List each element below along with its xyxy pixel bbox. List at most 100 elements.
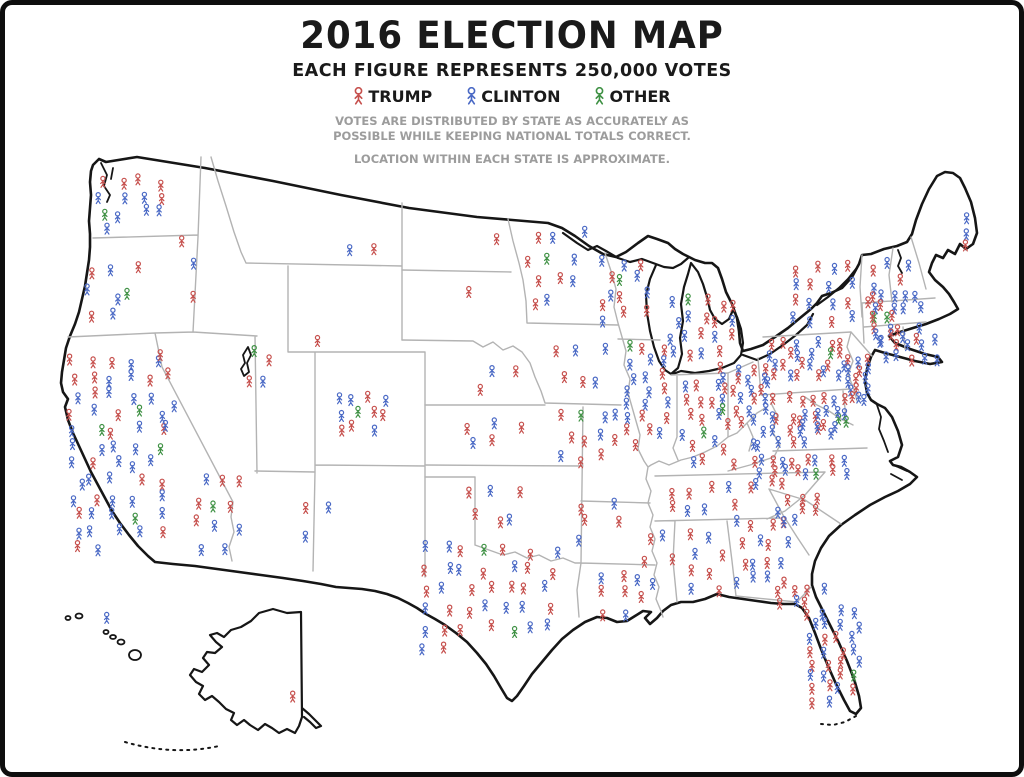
vote-figure-clinton — [116, 523, 123, 536]
vote-figure-clinton — [820, 670, 827, 683]
vote-figure-clinton — [198, 543, 205, 557]
vote-figure-trump — [379, 408, 386, 422]
vote-figure-trump — [227, 500, 234, 513]
vote-figure-other — [700, 426, 707, 439]
vote-figure-clinton — [382, 394, 389, 407]
vote-figure-clinton — [527, 621, 534, 634]
vote-figure-clinton — [748, 384, 755, 397]
vote-figure-trump — [703, 312, 710, 325]
vote-figure-clinton — [446, 540, 453, 553]
vote-figure-trump — [820, 418, 827, 432]
vote-figure-trump — [913, 332, 920, 345]
vote-figure-clinton — [828, 427, 834, 440]
vote-figure-trump — [752, 455, 758, 468]
vote-figure-trump — [799, 502, 806, 515]
vote-figure-clinton — [624, 385, 630, 398]
vote-figure-clinton — [698, 347, 705, 360]
vote-figure-trump — [236, 475, 242, 488]
vote-figure-clinton — [756, 467, 763, 480]
vote-figure-clinton — [711, 330, 718, 343]
vote-figure-clinton — [778, 556, 784, 570]
vote-figure-trump — [774, 585, 781, 598]
vote-figure-trump — [639, 409, 646, 422]
vote-figure-trump — [527, 548, 534, 561]
vote-figure-clinton — [656, 426, 663, 440]
vote-figure-clinton — [963, 228, 970, 241]
alaska-outline — [188, 607, 323, 735]
vote-figure-trump — [195, 497, 202, 510]
vote-figure-clinton — [669, 295, 676, 309]
vote-figure-clinton — [131, 392, 137, 406]
vote-figure-trump — [765, 538, 772, 552]
vote-figure-clinton — [511, 560, 518, 573]
vote-figure-clinton — [921, 352, 928, 365]
florida-keys — [820, 715, 857, 727]
vote-figure-trump — [780, 358, 786, 371]
vote-figure-clinton — [68, 456, 75, 469]
vote-figure-trump — [646, 423, 653, 436]
vote-figure-clinton — [109, 495, 116, 508]
vote-figure-trump — [716, 344, 723, 358]
vote-figure-trump — [464, 422, 470, 436]
vote-figure-trump — [661, 344, 668, 357]
vote-figure-clinton — [599, 315, 606, 328]
vote-figure-trump — [784, 493, 791, 507]
vote-figure-trump — [577, 456, 584, 469]
vote-figure-trump — [805, 453, 812, 466]
vote-figure-trump — [815, 260, 821, 273]
vote-figure-trump — [599, 299, 606, 312]
vote-figure-other — [543, 252, 550, 265]
vote-figure-trump — [100, 175, 106, 188]
vote-figure-clinton — [659, 529, 666, 542]
vote-figure-clinton — [84, 283, 90, 296]
vote-figure-trump — [794, 368, 800, 382]
vote-figure-clinton — [799, 418, 806, 431]
vote-figure-trump — [616, 290, 623, 304]
vote-figure-clinton — [729, 314, 736, 327]
vote-figure-trump — [107, 427, 114, 440]
vote-figure-clinton — [760, 425, 767, 438]
vote-figure-trump — [472, 507, 479, 521]
vote-figure-trump — [371, 405, 378, 418]
vote-figure-trump — [787, 346, 794, 359]
vote-figure-trump — [157, 349, 163, 362]
vote-figure-clinton — [883, 351, 889, 364]
vote-figure-clinton — [171, 400, 177, 413]
vote-figure-trump — [289, 690, 296, 703]
vote-figure-clinton — [575, 534, 582, 547]
vote-figure-clinton — [772, 358, 778, 371]
vote-figure-trump — [669, 499, 676, 513]
vote-figure-trump — [730, 299, 736, 312]
vote-figure-clinton — [821, 582, 828, 595]
vote-figure-clinton — [720, 372, 726, 385]
vote-figure-trump — [809, 659, 815, 672]
vote-figure-clinton — [835, 369, 842, 382]
vote-figure-trump — [689, 439, 696, 452]
vote-figure-clinton — [750, 438, 757, 451]
vote-figure-clinton — [855, 356, 861, 369]
vote-figure-clinton — [107, 264, 114, 277]
vote-figure-trump — [825, 659, 832, 672]
vote-figure-clinton — [104, 222, 110, 235]
vote-figure-trump — [466, 606, 473, 619]
vote-figure-trump — [92, 386, 98, 399]
vote-figure-trump — [836, 346, 843, 359]
vote-figure-clinton — [849, 309, 856, 323]
vote-figure-clinton — [932, 333, 938, 346]
vote-figure-trump — [790, 436, 797, 449]
vote-figure-trump — [489, 434, 495, 447]
state-borders-west — [67, 156, 426, 578]
vote-figure-clinton — [711, 434, 718, 448]
vote-figure-trump — [466, 486, 472, 499]
vote-figure-trump — [611, 433, 618, 447]
vote-figure-trump — [708, 480, 715, 493]
vote-figure-clinton — [129, 495, 136, 508]
vote-figure-clinton — [834, 405, 841, 419]
vote-figure-clinton — [116, 454, 122, 468]
vote-figure-trump — [158, 179, 164, 192]
vote-figure-clinton — [670, 345, 677, 358]
vote-figure-trump — [716, 585, 722, 598]
vote-figure-clinton — [624, 411, 631, 425]
vote-figure-clinton — [70, 495, 77, 508]
vote-figure-trump — [687, 407, 694, 420]
